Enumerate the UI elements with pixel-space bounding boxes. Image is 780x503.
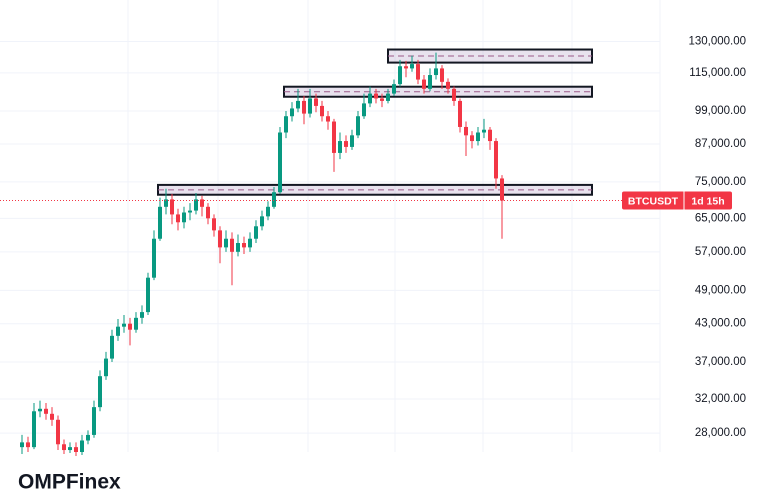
y-tick-label: 28,000.00	[695, 427, 746, 439]
candle-body	[350, 135, 354, 147]
candle-body	[272, 192, 276, 207]
candle-body	[500, 178, 504, 201]
candle-body	[218, 230, 222, 248]
candle-body	[362, 103, 366, 117]
candle-body	[452, 88, 456, 101]
candle-body	[284, 116, 288, 133]
candle-body	[236, 243, 240, 252]
candle-body	[308, 98, 312, 114]
candle-body	[470, 135, 474, 142]
candle-body	[380, 98, 384, 101]
y-tick-label: 37,000.00	[695, 356, 746, 368]
candle-body	[260, 216, 264, 227]
y-tick-label: 75,000.00	[695, 176, 746, 188]
candle-body	[428, 75, 432, 89]
candle-body	[302, 100, 306, 114]
candle-body	[176, 214, 180, 223]
candle-body	[290, 108, 294, 117]
candle-body	[338, 141, 342, 153]
candle-body	[116, 326, 120, 336]
y-tick-label: 87,000.00	[695, 138, 746, 150]
candle-body	[248, 238, 252, 248]
candle-body	[98, 376, 102, 408]
candle-body	[140, 312, 144, 318]
candle-body	[92, 407, 96, 435]
candle-body	[200, 199, 204, 207]
candle-body	[86, 434, 90, 441]
candle-body	[344, 141, 348, 147]
candle-body	[404, 66, 408, 69]
candle-body	[296, 100, 300, 109]
candle-body	[44, 408, 48, 414]
candle-body	[62, 444, 66, 451]
candle-body	[458, 100, 462, 127]
candle-body	[326, 116, 330, 122]
candle-body	[158, 206, 162, 239]
candle-body	[488, 129, 492, 142]
candle-body	[134, 317, 138, 330]
candle-body	[464, 126, 468, 136]
candle-body	[392, 84, 396, 94]
candle-body	[482, 129, 486, 133]
y-tick-label: 49,000.00	[695, 284, 746, 296]
y-tick-label: 32,000.00	[695, 393, 746, 405]
candle-body	[206, 206, 210, 219]
symbol-label: BTCUSDT	[628, 195, 679, 207]
candle-body	[122, 323, 126, 327]
candle-body	[434, 68, 438, 76]
vertical-grid	[127, 0, 661, 452]
candle-body	[50, 413, 54, 420]
candle-body	[104, 358, 108, 377]
candle-body	[398, 66, 402, 85]
candle-body	[38, 408, 42, 412]
candle-body	[374, 93, 378, 99]
candle-body	[242, 243, 246, 248]
candle-body	[410, 64, 414, 69]
y-tick-label: 115,000.00	[689, 67, 746, 79]
candle-body	[212, 218, 216, 231]
candle-body	[368, 93, 372, 104]
candle-body	[422, 79, 426, 89]
candle-body	[416, 64, 420, 80]
candle-body	[332, 121, 336, 153]
candle-body	[320, 105, 324, 117]
candle-body	[188, 210, 192, 213]
countdown-label: 1d 15h	[691, 195, 724, 207]
candle-body	[230, 238, 234, 252]
y-tick-label: 43,000.00	[695, 318, 746, 330]
candle-body	[266, 206, 270, 217]
candle-body	[20, 442, 24, 448]
candle-body	[386, 93, 390, 101]
candle-body	[110, 335, 114, 359]
y-tick-label: 57,000.00	[695, 246, 746, 258]
candle-body	[80, 440, 84, 452]
candle-body	[446, 81, 450, 89]
brand-logo: OMPFinex	[18, 471, 121, 494]
candle-body	[164, 199, 168, 207]
candle-body	[128, 323, 132, 330]
candle-body	[356, 116, 360, 136]
candle-body	[26, 442, 30, 448]
price-tag	[622, 191, 732, 210]
candle-body	[182, 212, 186, 223]
candle-body	[476, 132, 480, 142]
candle-body	[152, 238, 156, 278]
candle-body	[440, 68, 444, 82]
candle-body	[56, 419, 60, 445]
candle-body	[74, 447, 78, 452]
candle-body	[314, 98, 318, 106]
y-tick-label: 99,000.00	[695, 105, 746, 117]
candle-body	[494, 141, 498, 179]
candle-body	[224, 238, 228, 248]
candle-body	[170, 199, 174, 215]
candle-body	[32, 411, 36, 448]
candle-body	[146, 277, 150, 313]
candle-body	[68, 447, 72, 451]
candle-body	[278, 132, 282, 193]
y-tick-label: 65,000.00	[695, 212, 746, 224]
candle-body	[194, 199, 198, 211]
candle-body	[254, 226, 258, 239]
y-tick-label: 130,000.00	[688, 36, 746, 48]
